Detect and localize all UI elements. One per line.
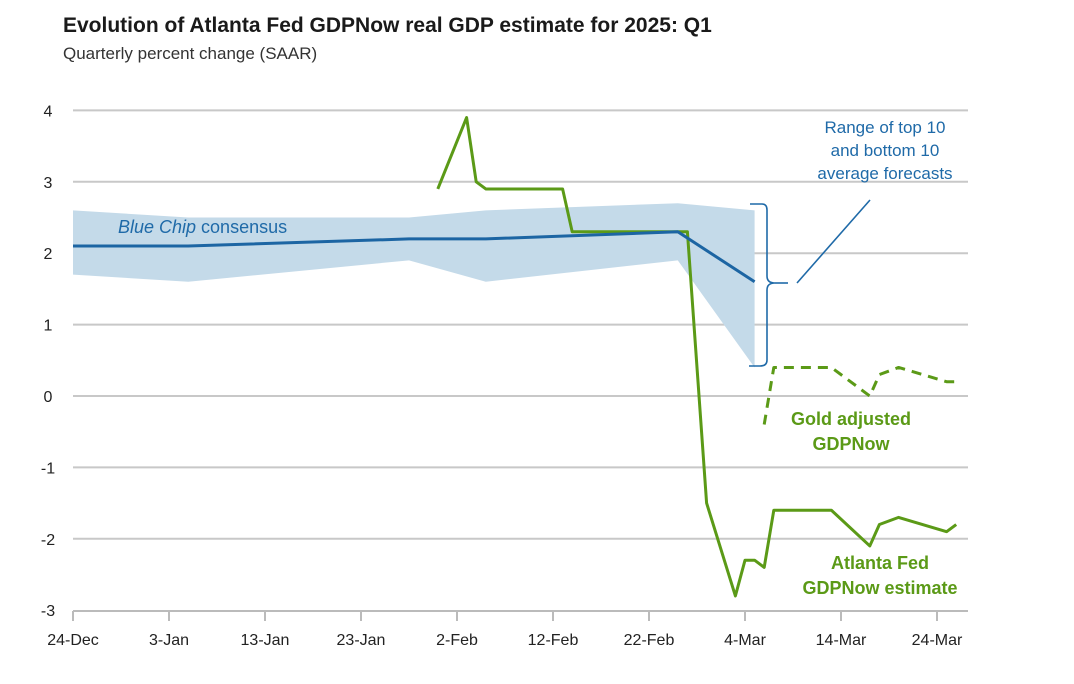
- y-tick-label: -3: [41, 603, 55, 620]
- y-tick-label: 0: [44, 389, 53, 406]
- range-label-line3: average forecasts: [817, 164, 952, 183]
- gdpnow-label-line1: Atlanta Fed: [831, 553, 929, 573]
- series-lines: [72, 116, 958, 598]
- x-tick-label: 24-Dec: [47, 632, 99, 649]
- chart-title: Evolution of Atlanta Fed GDPNow real GDP…: [63, 14, 712, 37]
- y-tick-label: 3: [44, 175, 53, 192]
- y-tick-label: 4: [44, 103, 53, 120]
- gold-label-line1: Gold adjusted: [791, 409, 911, 429]
- x-tick-label: 2-Feb: [436, 632, 478, 649]
- y-tick-label: -2: [41, 532, 55, 549]
- x-tick-label: 12-Feb: [528, 632, 579, 649]
- y-tick-label: -1: [41, 460, 55, 477]
- axes: 4 3 2 1 0 -1 -2 -3 24-Dec 3-Jan 13-Jan 23-Jan 2-Feb 1…: [41, 103, 968, 649]
- gold-adjusted-line: [762, 365, 957, 425]
- x-tick-label: 13-Jan: [241, 632, 290, 649]
- range-leader-line: [796, 199, 871, 284]
- y-tick-label: 1: [44, 318, 53, 335]
- x-tick-label: 14-Mar: [816, 632, 867, 649]
- range-label-line1: Range of top 10: [825, 118, 946, 137]
- x-tick-label: 22-Feb: [624, 632, 675, 649]
- y-tick-label: 2: [44, 246, 53, 263]
- blue-chip-consensus-line: [73, 230, 756, 284]
- range-label-line2: and bottom 10: [831, 141, 940, 160]
- consensus-label-rest: consensus: [196, 217, 287, 237]
- gold-label-line2: GDPNow: [812, 434, 890, 454]
- x-tick-label: 24-Mar: [912, 632, 963, 649]
- consensus-label: Blue Chip consensus: [118, 217, 287, 237]
- x-tick-label: 3-Jan: [149, 632, 189, 649]
- gdpnow-estimate-line: [436, 116, 958, 598]
- chart-subtitle: Quarterly percent change (SAAR): [63, 44, 318, 63]
- x-tick-label: 4-Mar: [724, 632, 766, 649]
- gdpnow-label-line2: GDPNow estimate: [802, 578, 957, 598]
- x-tick-label: 23-Jan: [337, 632, 386, 649]
- consensus-label-italic: Blue Chip: [118, 217, 196, 237]
